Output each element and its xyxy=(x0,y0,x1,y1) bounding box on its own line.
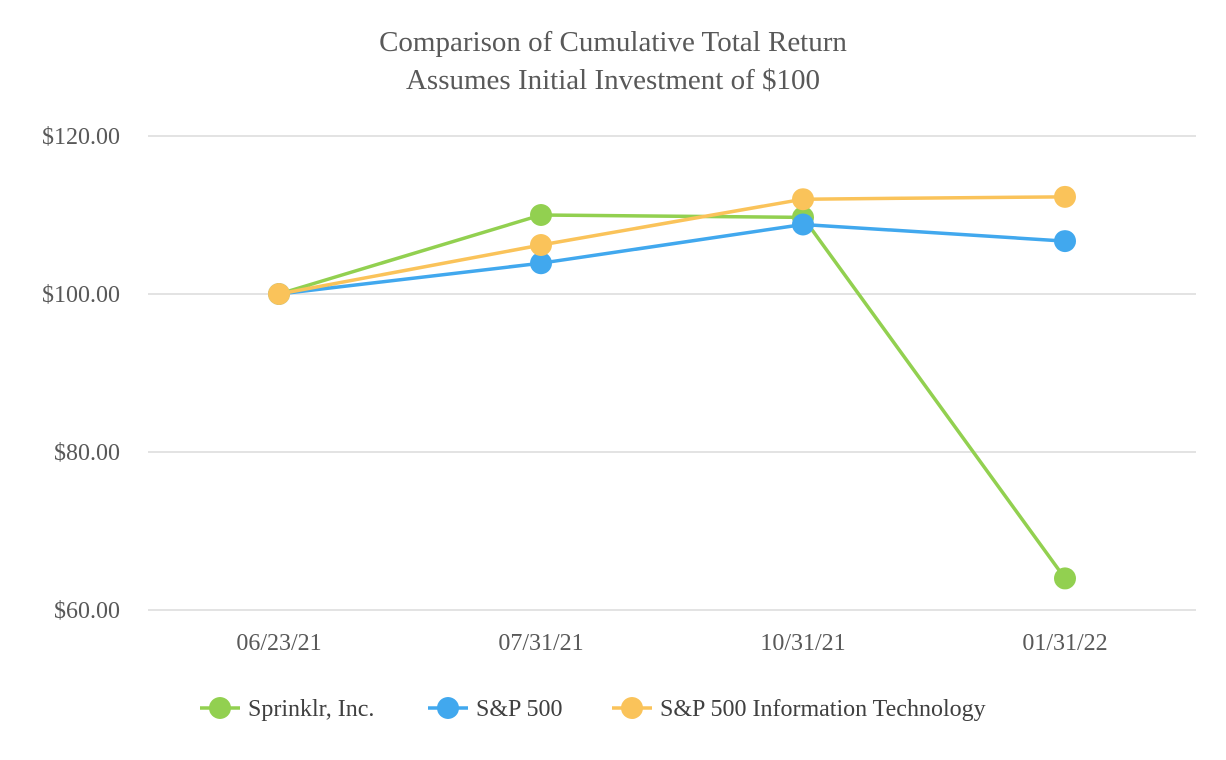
legend-label: Sprinklr, Inc. xyxy=(248,696,374,722)
legend-label: S&P 500 Information Technology xyxy=(660,696,986,722)
series-2 xyxy=(268,185,1076,305)
data-point xyxy=(530,252,552,275)
legend: Sprinklr, Inc. S&P 500 S&P 500 Information… xyxy=(200,696,986,722)
data-point xyxy=(1054,230,1076,253)
data-point xyxy=(530,204,552,226)
y-axis-ticks: $60.00 $80.00 $100.00 $120.00 xyxy=(42,124,120,624)
chart-title-line-2: Assumes Initial Investment of $100 xyxy=(405,64,820,96)
data-point xyxy=(792,188,814,211)
legend-marker xyxy=(209,697,231,719)
series-line xyxy=(278,222,1066,296)
data-point xyxy=(1054,185,1076,208)
legend-item: S&P 500 xyxy=(428,696,562,722)
series-0 xyxy=(268,204,1076,590)
data-point xyxy=(792,213,814,236)
series-lines xyxy=(268,185,1076,590)
gridlines xyxy=(148,135,1196,611)
series-line xyxy=(278,213,1067,580)
x-tick-label: 10/31/21 xyxy=(760,630,845,656)
data-point xyxy=(268,283,290,305)
chart-title-line-1: Comparison of Cumulative Total Return xyxy=(379,26,847,58)
legend-marker xyxy=(437,697,459,719)
y-tick-label: $100.00 xyxy=(42,282,120,308)
y-tick-label: $80.00 xyxy=(54,440,120,466)
legend-marker xyxy=(621,697,643,719)
legend-item: S&P 500 Information Technology xyxy=(612,696,986,722)
data-point xyxy=(530,234,552,257)
x-tick-label: 07/31/21 xyxy=(498,630,583,656)
x-tick-label: 01/31/22 xyxy=(1022,630,1107,656)
x-tick-label: 06/23/21 xyxy=(236,630,321,656)
legend-label: S&P 500 xyxy=(476,696,562,722)
y-tick-label: $120.00 xyxy=(42,124,120,150)
legend-item: Sprinklr, Inc. xyxy=(200,696,374,722)
series-line xyxy=(278,195,1066,296)
data-point xyxy=(1054,567,1076,590)
x-axis-ticks: 06/23/21 07/31/21 10/31/21 01/31/22 xyxy=(236,630,1107,656)
y-tick-label: $60.00 xyxy=(54,598,120,624)
